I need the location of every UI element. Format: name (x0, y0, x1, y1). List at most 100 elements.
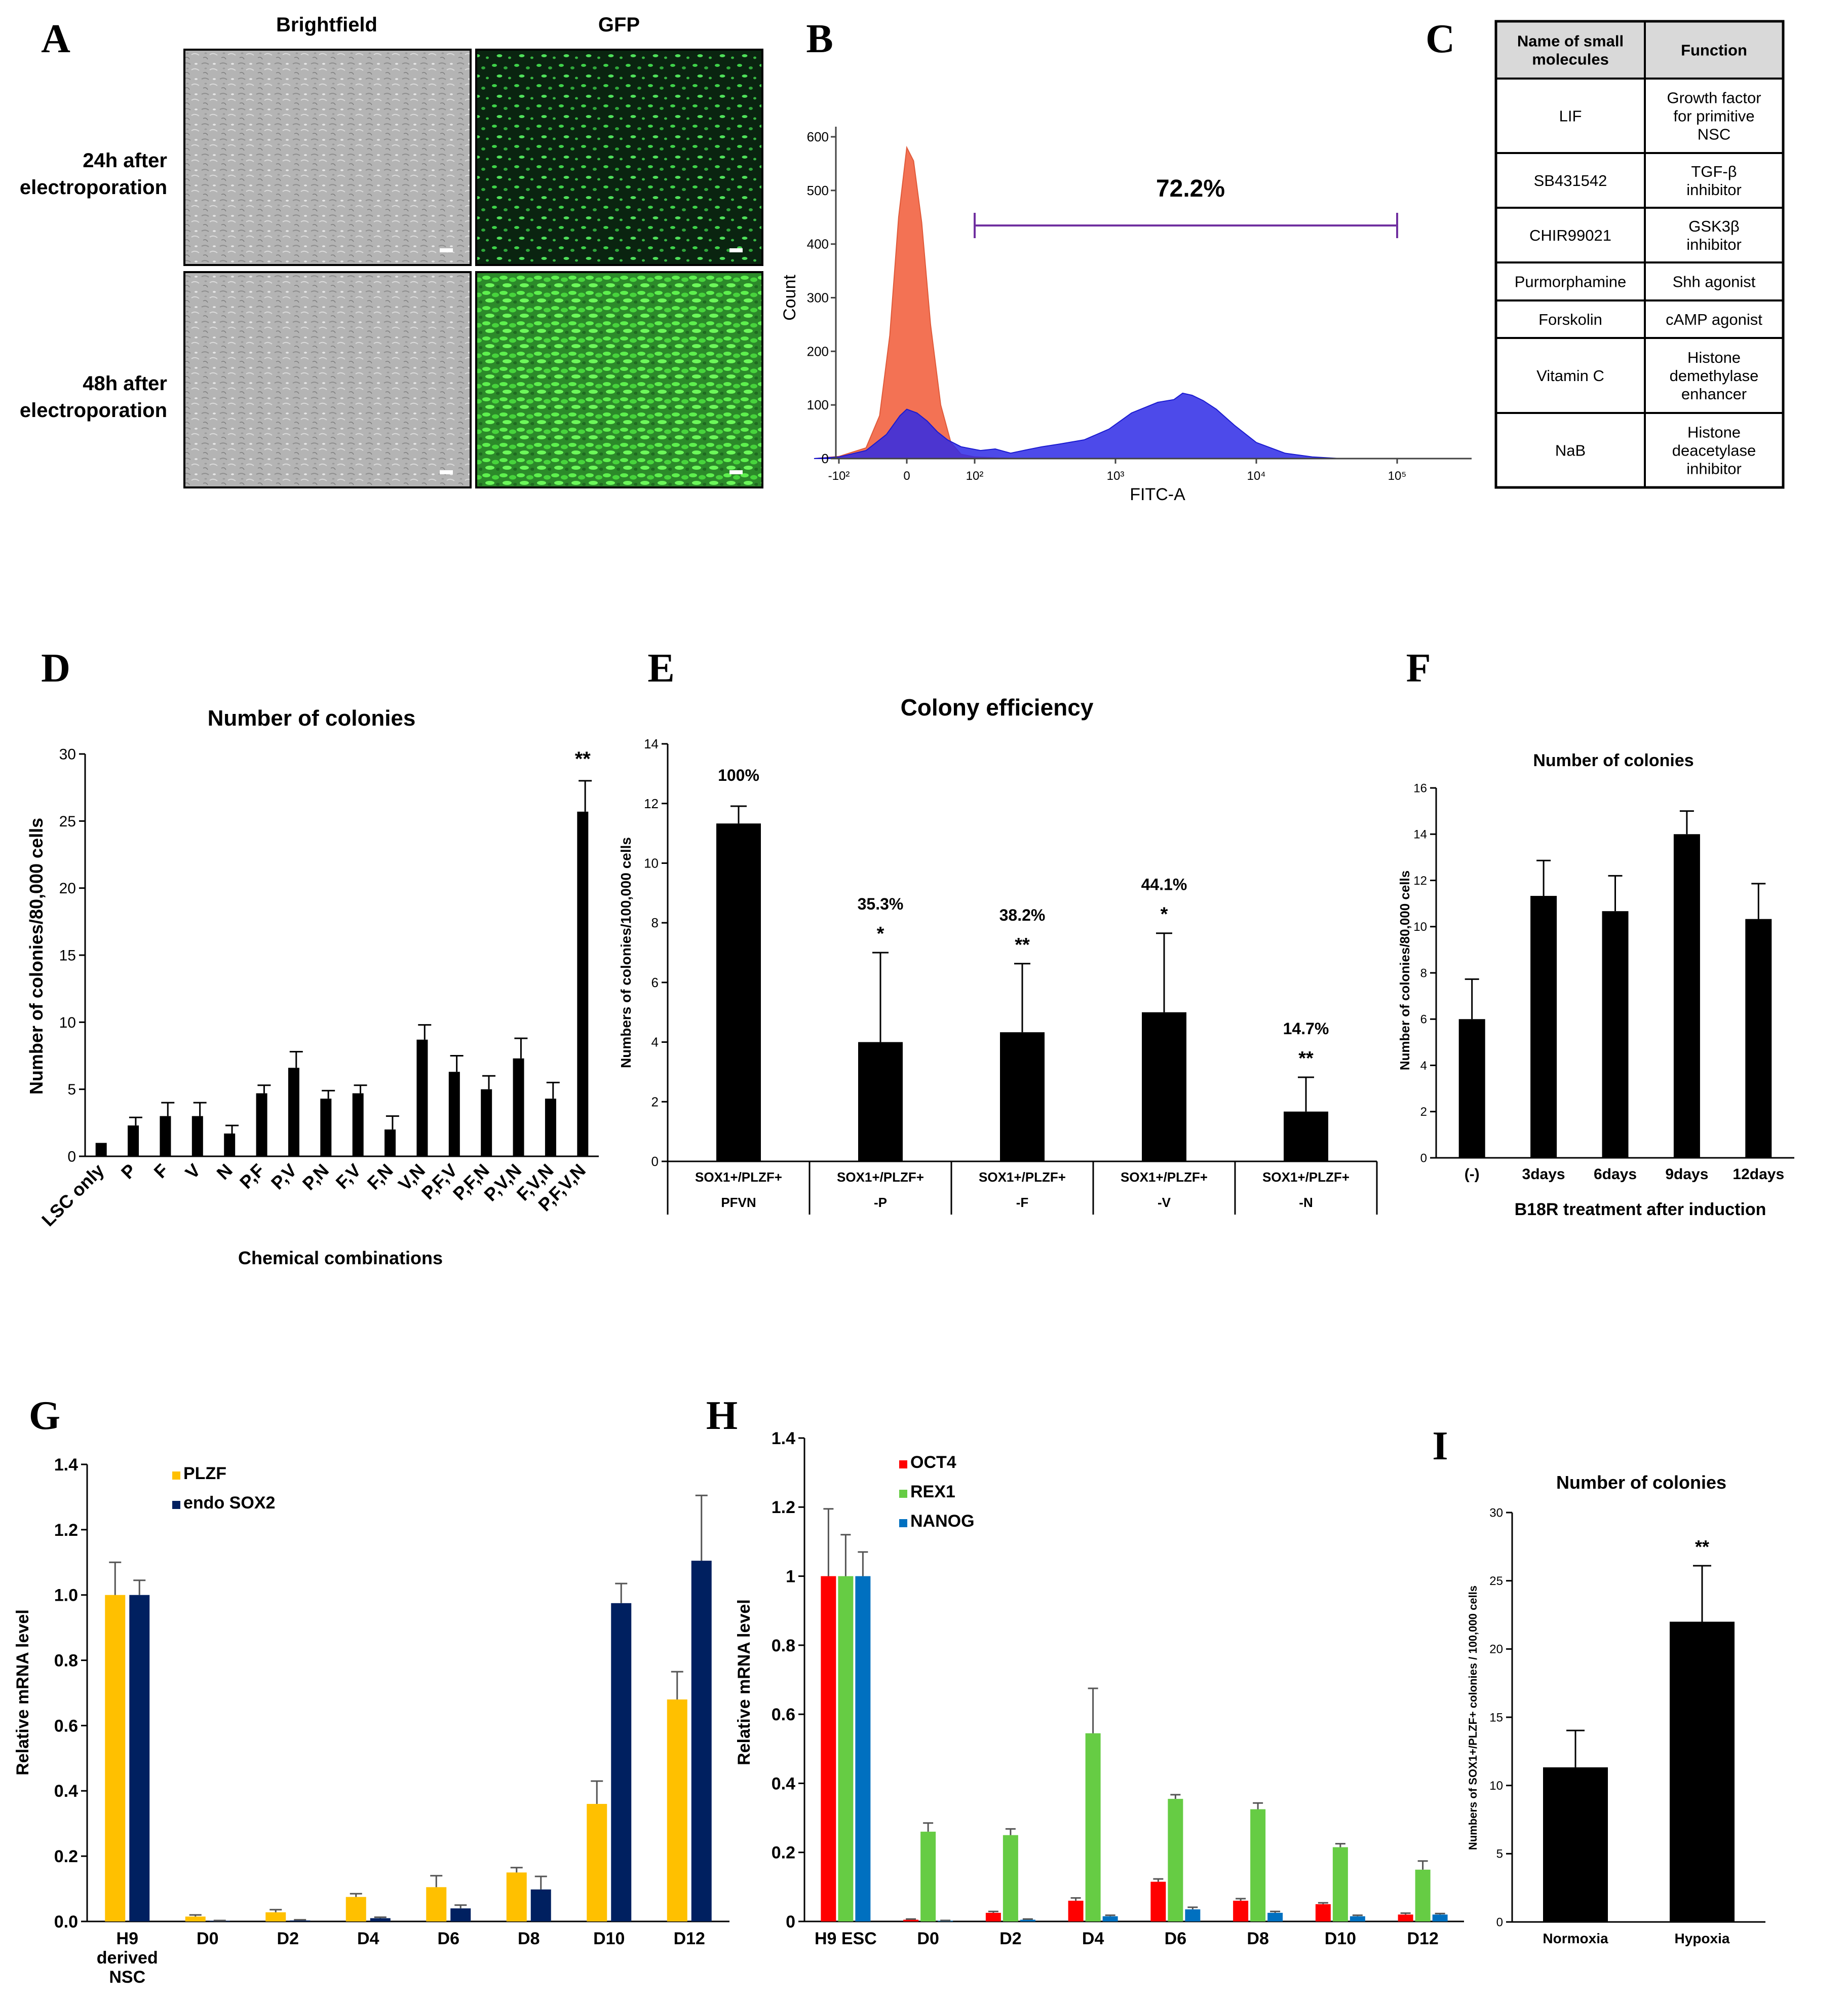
y-axis-label: Relative mRNA level (13, 1609, 32, 1776)
significance-label: * (877, 923, 884, 945)
panel-letter-c: C (1426, 17, 1455, 61)
y-tick-label: 0.8 (772, 1636, 795, 1655)
bar (481, 1089, 492, 1156)
y-tick-label: 25 (1489, 1574, 1503, 1588)
histogram-gfp (814, 392, 1397, 459)
y-tick-label: 1.4 (54, 1455, 78, 1475)
table-cell-name: CHIR99021 (1529, 226, 1611, 244)
bar-oct4 (1233, 1901, 1249, 1921)
gate-percent-label: 72.2% (1156, 175, 1225, 202)
brightfield-image-24h (183, 49, 472, 266)
x-tick-label: D10 (593, 1929, 625, 1948)
y-tick-label: 6 (1420, 1013, 1427, 1027)
bar (1543, 1767, 1608, 1922)
x-tick-label: D0 (197, 1929, 218, 1948)
bar-oct4 (1315, 1904, 1331, 1921)
y-tick-label: 1.2 (772, 1498, 795, 1517)
y-tick-label: 25 (59, 813, 76, 830)
bar-rex1 (1003, 1835, 1018, 1921)
table-cell-function: for primitive (1673, 107, 1754, 125)
x-tick-label: NSC (109, 1968, 145, 1987)
bar-plzf (426, 1887, 447, 1921)
y-tick-label: 2 (1420, 1105, 1427, 1119)
legend-swatch (899, 1519, 907, 1527)
x-tick-label: 12days (1732, 1166, 1784, 1183)
bar (352, 1093, 364, 1156)
bar (858, 1042, 903, 1161)
percent-label: 35.3% (858, 895, 904, 913)
y-tick-label: 0 (786, 1912, 795, 1932)
y-axis-label: Relative mRNA level (735, 1599, 754, 1765)
x-tick-label: H9 (117, 1929, 138, 1948)
y-tick-label: 10 (59, 1014, 76, 1031)
table-cell-function: inhibitor (1686, 181, 1742, 199)
y-tick-label: 20 (1489, 1643, 1503, 1656)
x-tick-label: P,F,V (417, 1160, 461, 1204)
legend-swatch (172, 1501, 180, 1509)
x-tick-label: SOX1+/PLZF+ (979, 1169, 1066, 1185)
percent-label: 44.1% (1141, 876, 1187, 894)
x-tick-label: 9days (1665, 1166, 1708, 1183)
x-tick-label: LSC only (37, 1160, 108, 1230)
x-tick-label: D6 (1165, 1929, 1186, 1948)
gfp-image-48h (475, 271, 763, 488)
x-tick-label: -N (1299, 1195, 1313, 1210)
y-tick-label: 14 (1413, 828, 1427, 842)
panel-a-col-header: GFP (598, 14, 640, 36)
y-tick-label: 30 (1489, 1506, 1503, 1520)
bar-rex1 (1415, 1869, 1431, 1921)
y-tick-label: 6 (651, 975, 659, 990)
bar-oct4 (1150, 1881, 1166, 1921)
bar (384, 1129, 396, 1156)
x-tick-label: -F (1016, 1195, 1029, 1210)
y-tick-label: 1.0 (54, 1586, 78, 1605)
percent-label: 100% (718, 766, 759, 784)
table-cell-function: Histone (1687, 424, 1741, 441)
x-axis-label: Chemical combinations (238, 1248, 443, 1268)
y-tick-label: 0.2 (54, 1847, 78, 1866)
x-tick-label: 6days (1594, 1166, 1637, 1183)
table-cell-function: Growth factor (1667, 89, 1761, 107)
bar (1673, 834, 1700, 1158)
panel-a-row-label: 48h after (83, 372, 167, 395)
percent-label: 14.7% (1283, 1020, 1329, 1038)
table-cell-function: TGF-β (1691, 163, 1737, 180)
x-tick-label: derived (97, 1948, 158, 1968)
y-tick-label: 100 (807, 397, 829, 412)
y-tick-label: 5 (1496, 1847, 1503, 1861)
significance-label: ** (1695, 1536, 1709, 1557)
x-tick-label: Normoxia (1543, 1931, 1608, 1946)
y-tick-label: 20 (59, 880, 76, 897)
x-tick-label: D8 (1247, 1929, 1268, 1948)
table-cell-function: NSC (1698, 126, 1730, 143)
bar-oct4 (821, 1576, 836, 1921)
table-header-bg (1496, 21, 1783, 79)
y-tick-label: 0 (1420, 1151, 1427, 1165)
table-cell-function: cAMP agonist (1666, 311, 1762, 328)
bar (1670, 1621, 1735, 1922)
scale-bar (440, 248, 453, 252)
bar (128, 1125, 139, 1156)
bar-oct4 (903, 1919, 919, 1921)
y-axis-label: Count (780, 275, 799, 321)
legend-swatch (899, 1490, 907, 1498)
bar (95, 1143, 107, 1156)
chart-title: Number of colonies (1533, 751, 1693, 770)
histogram-control (814, 145, 1060, 459)
bar (224, 1134, 236, 1156)
table-header: molecules (1532, 51, 1609, 68)
x-tick-label: P,V,N (480, 1160, 525, 1205)
bar-rex1 (1168, 1799, 1183, 1921)
scale-bar (729, 248, 743, 252)
chart-title: Colony efficiency (901, 694, 1094, 721)
panel-a-row-label: electroporation (20, 176, 167, 199)
x-tick-label: 3days (1522, 1166, 1565, 1183)
bar (416, 1039, 428, 1156)
bar (160, 1116, 171, 1156)
y-tick-label: 5 (67, 1081, 76, 1098)
x-tick-label: -P (874, 1195, 887, 1210)
x-tick-label: PFVN (721, 1195, 756, 1210)
table-cell-name: NaB (1555, 442, 1586, 460)
